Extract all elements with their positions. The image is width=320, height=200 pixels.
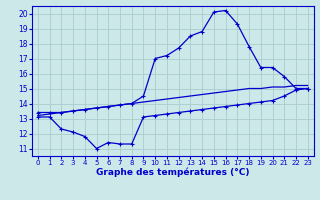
X-axis label: Graphe des températures (°C): Graphe des températures (°C)	[96, 168, 250, 177]
